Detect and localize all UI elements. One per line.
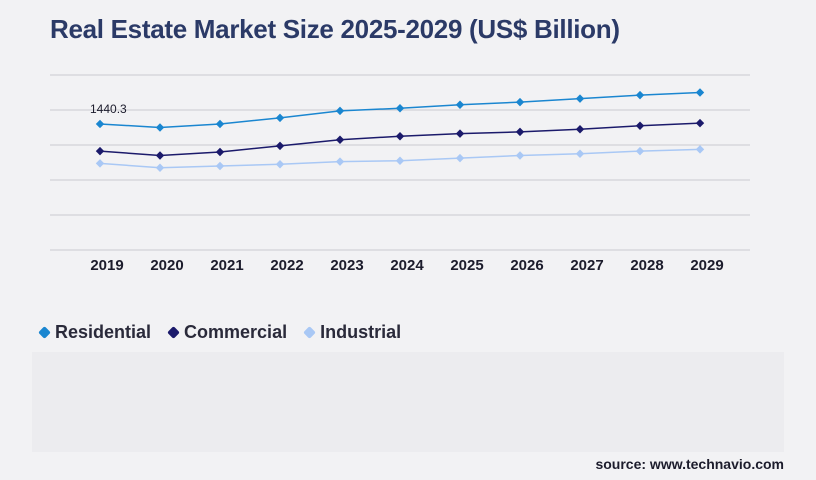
data-point-industrial — [155, 163, 165, 172]
legend-label-residential: Residential — [55, 322, 152, 342]
data-point-industrial — [575, 149, 585, 158]
x-tick-label: 2028 — [630, 257, 663, 274]
data-point-industrial — [695, 145, 705, 154]
data-point-residential — [695, 88, 705, 97]
x-tick-label: 2023 — [330, 257, 363, 274]
data-point-commercial — [335, 135, 345, 144]
data-point-industrial — [95, 159, 105, 168]
data-point-commercial — [395, 132, 405, 141]
x-tick-label: 2022 — [270, 257, 303, 274]
background-panel — [32, 352, 784, 452]
data-point-commercial — [695, 118, 705, 128]
data-point-industrial — [335, 157, 345, 166]
data-point-residential — [95, 119, 105, 129]
x-tick-label: 2024 — [390, 257, 424, 274]
data-point-residential — [155, 123, 165, 132]
x-tick-label: 2025 — [450, 257, 483, 274]
data-point-residential — [395, 104, 405, 113]
data-label: 1440.3 — [90, 102, 127, 116]
legend-label-industrial: Industrial — [320, 322, 402, 342]
data-point-industrial — [275, 160, 285, 169]
data-point-commercial — [275, 141, 285, 151]
legend-label-commercial: Commercial — [184, 322, 288, 342]
data-point-residential — [635, 90, 645, 100]
chart-title: Real Estate Market Size 2025-2029 (US$ B… — [50, 14, 620, 44]
data-point-commercial — [635, 121, 645, 130]
x-tick-label: 2029 — [690, 257, 723, 274]
data-point-industrial — [635, 146, 645, 156]
data-point-residential — [335, 106, 345, 116]
data-point-residential — [515, 97, 525, 107]
source-credit: source: www.technavio.com — [595, 456, 784, 472]
data-point-commercial — [215, 147, 225, 157]
legend: Residential Commercial Industrial — [38, 322, 402, 343]
legend-marker-industrial — [303, 326, 316, 339]
legend-marker-commercial — [167, 326, 180, 339]
legend-item-industrial[interactable]: Industrial — [303, 322, 402, 343]
data-point-industrial — [455, 153, 465, 163]
legend-marker-residential — [38, 326, 51, 339]
x-tick-label: 2019 — [90, 257, 123, 274]
x-tick-label: 2027 — [570, 257, 603, 274]
data-point-commercial — [155, 151, 165, 160]
x-tick-label: 2026 — [510, 257, 543, 274]
data-point-residential — [575, 94, 585, 103]
legend-item-commercial[interactable]: Commercial — [167, 322, 288, 343]
data-point-residential — [215, 119, 225, 129]
data-point-commercial — [575, 125, 585, 134]
x-tick-label: 2020 — [150, 257, 183, 274]
data-point-residential — [275, 113, 285, 123]
data-point-industrial — [515, 151, 525, 160]
data-point-commercial — [515, 127, 525, 137]
line-chart: 2019 2020 2021 2022 2023 2024 2025 2026 2027 2028… — [50, 74, 750, 274]
data-point-commercial — [95, 146, 105, 156]
data-point-residential — [455, 100, 465, 109]
legend-item-residential[interactable]: Residential — [38, 322, 152, 343]
x-tick-label: 2021 — [210, 257, 243, 274]
data-point-industrial — [395, 156, 405, 165]
data-point-commercial — [455, 129, 465, 138]
data-point-industrial — [215, 161, 225, 171]
